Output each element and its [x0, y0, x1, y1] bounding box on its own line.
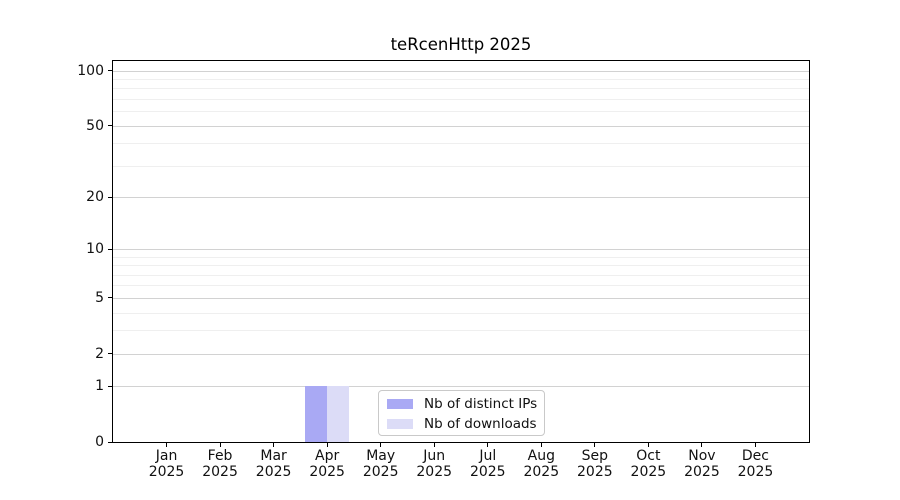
minor-gridline — [113, 256, 809, 258]
x-tick-label: Feb 2025 — [189, 448, 251, 480]
x-tick-year: 2025 — [309, 464, 345, 480]
x-tick-label: Jul 2025 — [457, 448, 519, 480]
x-tick-label: Sep 2025 — [564, 448, 626, 480]
minor-gridline — [113, 285, 809, 287]
x-tick-year: 2025 — [202, 464, 238, 480]
x-tick-mark — [754, 442, 756, 447]
x-tick-month: Jul — [479, 448, 497, 464]
y-tick-mark — [108, 248, 113, 250]
x-tick-month: Oct — [636, 448, 661, 464]
y-tick-label: 0 — [95, 434, 104, 450]
x-tick-label: May 2025 — [350, 448, 412, 480]
y-tick-label: 5 — [95, 289, 104, 306]
x-tick-mark — [326, 442, 328, 447]
major-gridline — [113, 70, 809, 72]
x-tick-label: Dec 2025 — [724, 448, 786, 480]
x-tick-label: Nov 2025 — [671, 448, 733, 480]
legend-label-downloads: Nb of downloads — [424, 416, 537, 432]
x-tick-label: Apr 2025 — [296, 448, 358, 480]
x-tick-label: Aug 2025 — [510, 448, 572, 480]
x-tick-month: Jun — [423, 448, 446, 464]
bar-downloads — [327, 386, 350, 442]
x-tick-year: 2025 — [416, 464, 453, 480]
y-tick-label: 2 — [95, 345, 104, 362]
x-tick-mark — [594, 442, 596, 447]
x-tick-year: 2025 — [577, 464, 613, 480]
x-tick-mark — [380, 442, 382, 447]
major-gridline — [113, 197, 809, 199]
y-tick-mark — [108, 70, 113, 72]
x-tick-mark — [647, 442, 649, 447]
y-tick-label: 1 — [95, 378, 104, 395]
x-tick-month: Feb — [207, 448, 233, 464]
x-tick-year: 2025 — [630, 464, 667, 480]
x-tick-mark — [433, 442, 435, 447]
minor-gridline — [113, 265, 809, 267]
x-tick-mark — [273, 442, 275, 447]
y-tick-label: 20 — [86, 189, 104, 206]
x-tick-month: Mar — [260, 448, 287, 464]
x-tick-mark — [540, 442, 542, 447]
major-gridline — [113, 386, 809, 388]
x-tick-year: 2025 — [737, 464, 774, 480]
minor-gridline — [113, 165, 809, 167]
x-tick-year: 2025 — [362, 464, 399, 480]
y-tick-mark — [108, 196, 113, 198]
x-tick-mark — [701, 442, 703, 447]
x-tick-mark — [219, 442, 221, 447]
minor-gridline — [113, 99, 809, 101]
x-tick-year: 2025 — [684, 464, 720, 480]
x-tick-month: Aug — [527, 448, 555, 464]
minor-gridline — [113, 79, 809, 81]
x-tick-month: Nov — [688, 448, 716, 464]
legend-swatch-distinct-ips — [387, 399, 413, 409]
chart-title: teRcenHttp 2025 — [390, 35, 532, 54]
major-gridline — [113, 297, 809, 299]
y-tick-label: 10 — [86, 241, 104, 258]
y-tick-mark — [108, 441, 113, 443]
minor-gridline — [113, 312, 809, 314]
y-tick-mark — [108, 125, 113, 127]
legend-item-downloads: Nb of downloads — [379, 414, 544, 434]
plot-area: 0 1 2 5 10 20 50 100 Jan 2025 Feb 2025 Mar 2025 Apr 202… — [77, 60, 810, 480]
bar-distinct-ips — [305, 386, 328, 442]
minor-gridline — [113, 143, 809, 145]
x-tick-year: 2025 — [523, 464, 560, 480]
legend-label-distinct-ips: Nb of distinct IPs — [424, 396, 538, 412]
minor-gridline — [113, 111, 809, 113]
x-tick-label: Jun 2025 — [403, 448, 465, 480]
x-tick-month: Dec — [741, 448, 769, 464]
x-tick-month: Apr — [315, 448, 340, 464]
x-tick-label: Mar 2025 — [243, 448, 305, 480]
x-tick-month: Jan — [155, 448, 178, 464]
x-tick-year: 2025 — [148, 464, 185, 480]
minor-gridline — [113, 330, 809, 332]
legend: Nb of distinct IPs Nb of downloads — [378, 390, 545, 436]
y-tick-label: 50 — [86, 117, 104, 134]
y-tick-mark — [108, 385, 113, 387]
major-gridline — [113, 249, 809, 251]
major-gridline — [113, 125, 809, 127]
x-tick-mark — [166, 442, 168, 447]
x-tick-label: Jan 2025 — [136, 448, 198, 480]
y-tick-label: 100 — [77, 62, 104, 79]
x-tick-month: May — [366, 448, 396, 464]
x-tick-mark — [487, 442, 489, 447]
y-tick-mark — [108, 353, 113, 355]
minor-gridline — [113, 274, 809, 276]
major-gridline — [113, 353, 809, 355]
x-tick-year: 2025 — [255, 464, 292, 480]
legend-item-distinct-ips: Nb of distinct IPs — [379, 394, 544, 414]
x-tick-month: Sep — [581, 448, 609, 464]
minor-gridline — [113, 88, 809, 90]
x-tick-year: 2025 — [469, 464, 506, 480]
y-tick-mark — [108, 297, 113, 299]
legend-swatch-downloads — [387, 419, 413, 429]
x-tick-label: Oct 2025 — [617, 448, 679, 480]
